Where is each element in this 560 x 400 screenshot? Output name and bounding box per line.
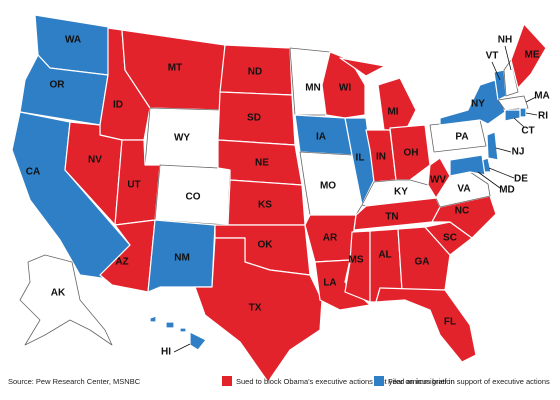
state-label: CA (26, 167, 40, 178)
state-shape (389, 124, 431, 181)
state-label: NC (455, 206, 469, 217)
state-shape (189, 331, 207, 351)
state-label: ND (248, 67, 262, 78)
state-label: WY (174, 133, 190, 144)
state-label: OH (404, 148, 419, 159)
state-label: VA (457, 184, 470, 195)
state-label: SC (443, 233, 457, 244)
state-label: AZ (115, 257, 128, 268)
leader-line (513, 117, 525, 128)
legend-swatch (222, 376, 232, 386)
leader-line (488, 167, 515, 179)
state-label: NM (174, 253, 190, 264)
state-label: TN (385, 212, 398, 223)
state-label: UT (127, 180, 140, 191)
state-label: IL (356, 153, 365, 164)
state-label: KS (258, 200, 272, 211)
state-labels: WA OR CA ID NV MT WY UT AZ CO NM ND SD NE KS OK TX MN IA MO… (26, 35, 550, 358)
state-shape (397, 226, 451, 291)
state-shape (344, 230, 371, 303)
leader-line (525, 96, 537, 103)
state-shape (149, 315, 157, 323)
state-shape (427, 157, 451, 199)
leader-line (525, 112, 538, 116)
state-label: NV (88, 155, 102, 166)
state-label: HI (161, 347, 171, 358)
state-shape (339, 57, 386, 77)
state-shape (510, 23, 547, 89)
state-label: MS (349, 255, 364, 266)
state-shape (179, 327, 187, 333)
state-label: MA (534, 91, 550, 102)
state-label: MN (305, 83, 321, 94)
state-label: WI (339, 83, 351, 94)
state-label: DE (514, 174, 528, 185)
leader-line (495, 147, 512, 153)
state-label: NY (471, 99, 485, 110)
state-label: MI (387, 107, 398, 118)
state-shape (377, 77, 417, 131)
state-label: AK (51, 288, 66, 299)
state-label: NE (255, 158, 269, 169)
states (11, 14, 547, 383)
state-label: PA (455, 132, 468, 143)
state-label: AR (323, 233, 338, 244)
state-label: NH (498, 35, 512, 46)
leader-line (504, 45, 512, 71)
source: Source: Pew Research Center, MSNBC (8, 377, 141, 386)
state-label: NJ (512, 147, 525, 158)
state-label: WV (430, 175, 446, 186)
state-label: AL (378, 250, 391, 261)
leader-line (173, 343, 191, 353)
state-shape (147, 219, 216, 293)
state-label: CO (186, 192, 201, 203)
state-label: OR (50, 80, 66, 91)
state-label: IN (376, 152, 386, 163)
state-label: OK (258, 240, 274, 251)
legend-label: Sued to block Obama's executive actions … (236, 377, 455, 386)
state-label: MD (499, 185, 515, 196)
state-label: MO (320, 181, 336, 192)
state-label: WA (65, 35, 81, 46)
state-label: SD (247, 113, 261, 124)
state-label: GA (415, 257, 430, 268)
state-label: TX (249, 303, 262, 314)
legend-swatch (374, 376, 384, 386)
state-shape (504, 109, 521, 122)
state-label: CT (521, 126, 534, 137)
state-shape (486, 131, 499, 161)
state-label: VT (486, 51, 499, 62)
state-label: MT (168, 63, 182, 74)
state-shape (19, 254, 113, 346)
state-shape (497, 95, 529, 111)
leader-line (477, 171, 501, 189)
state-shape (519, 107, 527, 118)
state-label: ID (113, 100, 123, 111)
state-label: IA (316, 132, 326, 143)
state-shape (194, 237, 323, 383)
state-shape (503, 59, 519, 97)
state-label: KY (394, 187, 408, 198)
legend-label: Filed amicus brief in support of executi… (388, 377, 550, 386)
state-shape (375, 287, 477, 363)
leader-line (491, 61, 501, 81)
state-label: LA (323, 278, 336, 289)
state-shape (344, 117, 375, 206)
state-label: ME (525, 50, 540, 61)
state-shape (449, 154, 486, 177)
state-label: FL (444, 317, 456, 328)
state-label: RI (538, 111, 548, 122)
state-shape (165, 321, 175, 329)
